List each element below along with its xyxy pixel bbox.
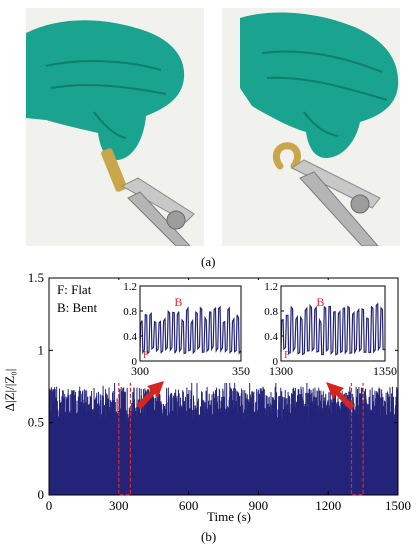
legend: F: Flat B: Bent	[57, 282, 97, 315]
highlight-window	[118, 320, 132, 496]
inset-x-tick-label: 1350	[373, 364, 397, 378]
inset-y-tick-label: 0.8	[123, 306, 137, 318]
inset-y-tick-label: 0	[132, 356, 138, 368]
panel-label-a: (a)	[201, 254, 216, 269]
inset-background	[255, 280, 395, 383]
x-axis-label: Time (s)	[207, 509, 251, 524]
inset-y-tick-label: 0.4	[123, 331, 137, 343]
data-series-bars	[48, 369, 399, 495]
red-arrow	[136, 381, 164, 409]
x-tick-label: 0	[46, 498, 53, 513]
inset-series-line	[280, 302, 385, 356]
red-arrow	[326, 382, 355, 410]
legend-bent: B: Bent	[57, 300, 97, 315]
inset-y-tick-label: 1.2	[264, 281, 278, 293]
photo-bent-sensor	[222, 8, 400, 246]
x-tick-label: 300	[109, 498, 129, 513]
inset-y-tick-label: 0.8	[264, 306, 278, 318]
inset-annotation-flat: F	[284, 350, 290, 361]
inset-y-tick-label: 0.4	[264, 331, 278, 343]
inset-frame	[139, 285, 242, 362]
inset-y-tick-label: 1.2	[123, 281, 137, 293]
x-tick-label: 1500	[385, 498, 411, 513]
y-tick-label: 0	[38, 487, 45, 502]
photo-flat-sensor	[26, 8, 204, 246]
y-axis-label: Δ|Z|/|Z₀|	[2, 369, 17, 412]
inset-x-tick-label: 300	[131, 364, 149, 378]
legend-flat: F: Flat	[57, 282, 92, 297]
x-tick-label: 900	[249, 498, 269, 513]
inset-frame	[280, 285, 386, 362]
inset-x-tick-label: 1300	[269, 364, 293, 378]
y-tick-label: 0.5	[28, 415, 44, 430]
inset-background	[114, 280, 251, 383]
plot-frame	[48, 277, 399, 496]
inset-series-line	[139, 305, 242, 355]
inset-x-tick-label: 350	[232, 364, 250, 378]
inset-y-tick-label: 0	[273, 356, 279, 368]
x-tick-label: 600	[179, 498, 199, 513]
panel-label-b: (b)	[201, 529, 217, 544]
y-tick-label: 1	[38, 342, 45, 357]
x-tick-label: 1200	[315, 498, 341, 513]
inset-annotation-bent: B	[174, 295, 182, 309]
inset-annotation-bent: B	[316, 295, 324, 309]
inset-chart-1300-1350: 0 0.4 0.8 1.2 1300 1350 B F	[255, 280, 397, 410]
y-tick-label: 1.5	[28, 270, 44, 285]
inset-annotation-flat: F	[143, 350, 149, 361]
inset-chart-300-350: 0 0.4 0.8 1.2 300 350 B F	[114, 280, 251, 409]
